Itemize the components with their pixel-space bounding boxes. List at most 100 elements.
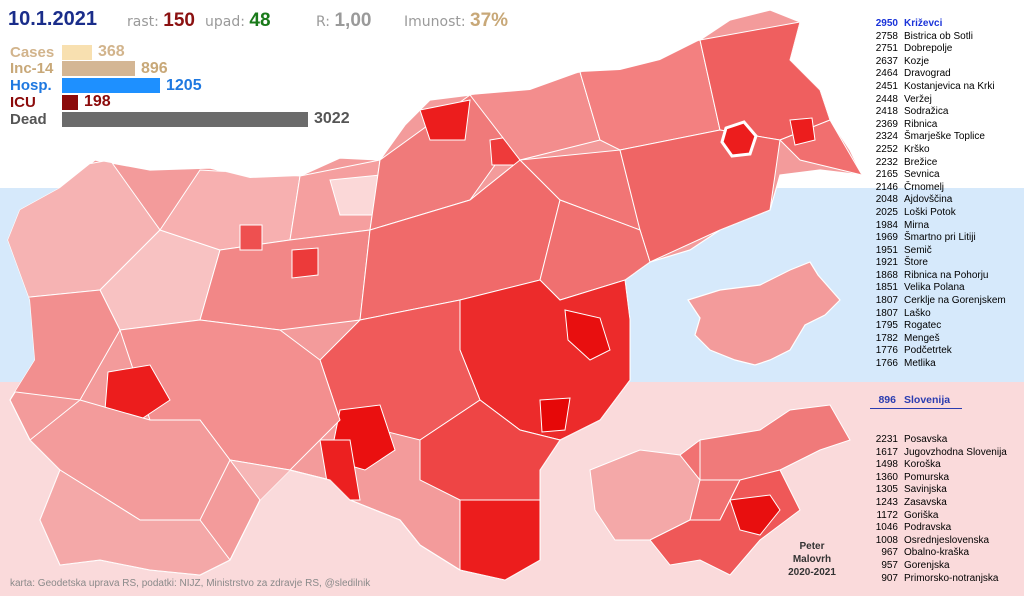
- list-item-value: 1617: [875, 446, 898, 458]
- bar-value: 368: [98, 43, 125, 60]
- bar-fill: [62, 94, 78, 110]
- bar-label: ICU: [10, 93, 36, 111]
- list-item: 2146 Črnomelj: [868, 182, 1018, 195]
- list-item: 1360 Pomurska: [868, 472, 1018, 485]
- list-item-name: Ajdovščina: [904, 194, 953, 206]
- list-item: 1795 Rogatec: [868, 320, 1018, 333]
- list-item: 2464 Dravograd: [868, 68, 1018, 81]
- list-item-name: Metlika: [904, 358, 936, 370]
- list-item-name: Savinjska: [904, 484, 947, 496]
- bar-row-1: Inc-14 896: [10, 60, 168, 78]
- list-item-name: Dobrepolje: [904, 43, 953, 55]
- rast-label: rast:: [127, 14, 159, 30]
- list-item-name: Podčetrtek: [904, 345, 952, 357]
- list-item-value: 1969: [875, 232, 898, 244]
- list-item: 1807 Cerklje na Gorenjskem: [868, 295, 1018, 308]
- list-item: 2950 Križevci: [868, 18, 1018, 31]
- r-value: 1,00: [334, 10, 372, 31]
- upad-value: 48: [249, 10, 271, 31]
- list-item-name: Brežice: [904, 156, 938, 168]
- credit-line-2: Malovrh: [792, 554, 832, 565]
- list-item-name: Rogatec: [904, 320, 942, 332]
- list-item: 1807 Laško: [868, 308, 1018, 321]
- list-item-value: 1851: [875, 282, 898, 294]
- list-item-value: 2758: [875, 30, 898, 42]
- list-item-value: 1766: [875, 358, 898, 370]
- list-item: 1851 Velika Polana: [868, 282, 1018, 295]
- list-item-value: 1951: [875, 244, 898, 256]
- list-item-value: 957: [881, 559, 898, 571]
- list-item-value: 2464: [875, 68, 898, 80]
- bar-fill: [62, 61, 135, 77]
- highlight-krizevci: [720, 120, 758, 158]
- list-item: 2231 Posavska: [868, 434, 1018, 447]
- list-item: 2232 Brežice: [868, 157, 1018, 170]
- region-ranking: 2231 Posavska 1617 Jugovzhodna Slovenija 149…: [868, 434, 1018, 585]
- list-item: 2252 Krško: [868, 144, 1018, 157]
- list-item: 1008 Osrednjeslovenska: [868, 535, 1018, 548]
- list-item: 2369 Ribnica: [868, 119, 1018, 132]
- slovenia-name: Slovenija: [904, 394, 951, 406]
- list-item: 2025 Loški Potok: [868, 207, 1018, 220]
- list-item: 2165 Sevnica: [868, 169, 1018, 182]
- list-item: 2324 Šmarješke Toplice: [868, 131, 1018, 144]
- list-item-name: Obalno-kraška: [904, 547, 970, 559]
- bar-label: Dead: [10, 110, 47, 128]
- list-item-value: 967: [881, 547, 898, 559]
- list-item: 1969 Šmartno pri Litiji: [868, 232, 1018, 245]
- list-item-value: 1782: [875, 332, 898, 344]
- list-item-name: Krško: [904, 143, 930, 155]
- credit-line-3: 2020-2021: [788, 567, 836, 578]
- list-item-value: 1795: [875, 320, 898, 332]
- list-item-name: Črnomelj: [904, 181, 945, 193]
- list-item-value: 1984: [875, 219, 898, 231]
- list-item: 2048 Ajdovščina: [868, 194, 1018, 207]
- bar-row-2: Hosp. 1205: [10, 76, 202, 95]
- bar-value: 1205: [166, 76, 202, 94]
- list-item-name: Sodražica: [904, 106, 949, 118]
- bar-row-4: Dead 3022: [10, 110, 350, 128]
- date-label: 10.1.2021: [8, 8, 97, 30]
- bar-fill: [62, 44, 92, 60]
- bar-row-0: Cases 368: [10, 43, 125, 61]
- list-item-value: 1172: [876, 509, 898, 521]
- list-item-value: 2146: [875, 181, 898, 193]
- list-item-name: Mengeš: [904, 332, 940, 344]
- list-item-value: 2369: [875, 118, 898, 130]
- list-item-value: 1046: [875, 522, 898, 534]
- list-item-value: 1921: [875, 257, 898, 269]
- slovenia-average: 896 Slovenija: [870, 394, 962, 409]
- list-item-value: 1498: [875, 459, 898, 471]
- list-item: 1984 Mirna: [868, 220, 1018, 233]
- inset-map-slovenia: [687, 261, 841, 366]
- list-item: 1951 Semič: [868, 245, 1018, 258]
- list-item-name: Velika Polana: [904, 282, 965, 294]
- list-item-name: Jugovzhodna Slovenija: [904, 446, 1007, 458]
- list-item: 1498 Koroška: [868, 459, 1018, 472]
- list-item: 1172 Goriška: [868, 510, 1018, 523]
- list-item: 1921 Štore: [868, 257, 1018, 270]
- list-item-value: 2418: [875, 106, 898, 118]
- imunost-value: 37%: [470, 10, 509, 31]
- list-item-value: 2451: [875, 80, 898, 92]
- list-item-name: Kostanjevica na Krki: [904, 80, 995, 92]
- list-item: 1776 Podčetrtek: [868, 345, 1018, 358]
- list-item: 1243 Zasavska: [868, 497, 1018, 510]
- list-item-value: 2751: [875, 43, 898, 55]
- upad-label: upad:: [205, 14, 245, 30]
- list-item: 1868 Ribnica na Pohorju: [868, 270, 1018, 283]
- list-item-value: 1243: [875, 496, 898, 508]
- list-item-name: Ribnica: [904, 118, 938, 130]
- list-item-value: 2637: [875, 55, 898, 67]
- list-item-name: Zasavska: [904, 496, 947, 508]
- list-item-value: 2324: [875, 131, 898, 143]
- list-item: 2451 Kostanjevica na Krki: [868, 81, 1018, 94]
- list-item: 1782 Mengeš: [868, 333, 1018, 346]
- list-item: 907 Primorsko-notranjska: [868, 573, 1018, 586]
- list-item-name: Sevnica: [904, 169, 940, 181]
- list-item-name: Posavska: [904, 434, 948, 445]
- slovenia-value: 896: [878, 394, 896, 406]
- list-item-value: 2231: [875, 434, 898, 445]
- list-item-name: Kozje: [904, 55, 930, 67]
